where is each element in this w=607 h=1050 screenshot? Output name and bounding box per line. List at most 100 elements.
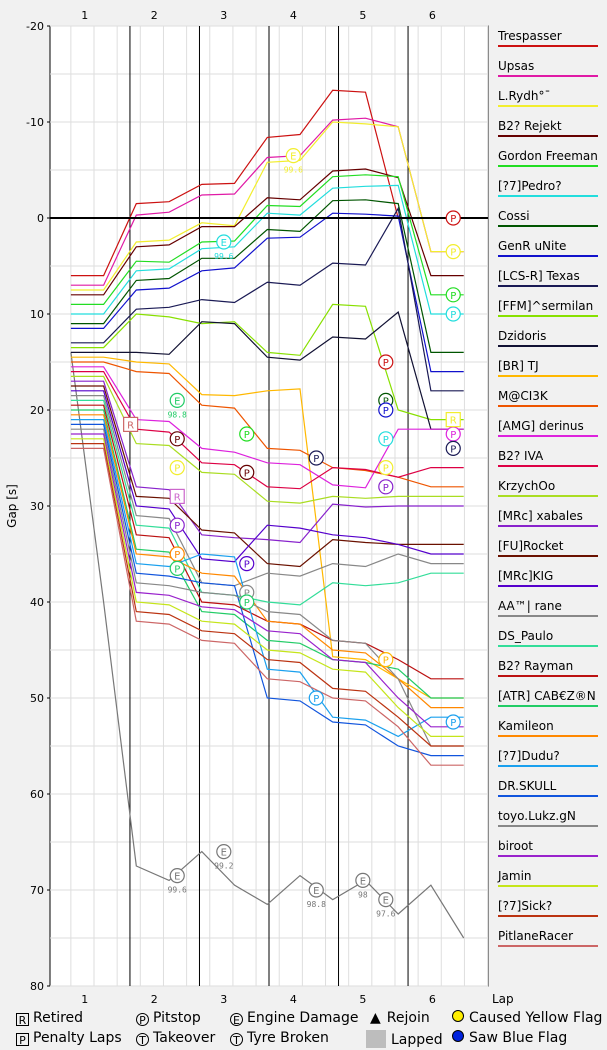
- series-line: [70, 199, 464, 353]
- driver-legend-item: [FFM]^sermilan: [498, 296, 598, 326]
- y-tick-label: 70: [30, 884, 44, 897]
- driver-name: toyo.Lukz.gN: [498, 809, 576, 823]
- marker-label: 97.6: [376, 910, 395, 919]
- pitstop-marker: [378, 431, 394, 447]
- driver-legend-item: Jamin: [498, 866, 598, 896]
- series-line: [70, 206, 464, 392]
- driver-color-swatch: [498, 555, 598, 557]
- marker-letter: R: [127, 420, 134, 431]
- marker-letter: E: [221, 238, 227, 249]
- driver-legend-item: DS_Paulo: [498, 626, 598, 656]
- marker-letter: P: [313, 454, 319, 465]
- driver-color-swatch: [498, 795, 598, 797]
- series-line: [70, 428, 464, 747]
- legend-takeover: T Takeover: [136, 1030, 215, 1047]
- pitstop-marker: [445, 287, 461, 303]
- legend-tyre-broken: T Tyre Broken: [230, 1030, 329, 1047]
- pitstop-marker: [308, 450, 324, 466]
- engine-damage-marker: [216, 843, 232, 860]
- marker-letter: P: [383, 406, 389, 417]
- x-tick-label: 1: [81, 993, 88, 1006]
- pitstop-marker: [169, 431, 185, 447]
- engine-damage-marker: [169, 392, 185, 408]
- x-tick-label-top: 1: [81, 9, 88, 22]
- driver-color-swatch: [498, 255, 598, 257]
- driver-legend-item: [BR] TJ: [498, 356, 598, 386]
- driver-color-swatch: [498, 825, 598, 827]
- series-line: [70, 212, 464, 373]
- driver-legend-item: B2? Rayman: [498, 656, 598, 686]
- series-line: [70, 390, 464, 563]
- marker-label: 99.6: [214, 252, 233, 261]
- marker-letter: P: [174, 550, 180, 561]
- driver-legend-item: GenR uNite: [498, 236, 598, 266]
- x-axis-label: Lap: [492, 992, 514, 1006]
- legend-retired: R Retired: [16, 1010, 83, 1027]
- driver-legend-item: [MRc]KIG: [498, 566, 598, 596]
- driver-legend-item: Cossi: [498, 206, 598, 236]
- driver-color-swatch: [498, 945, 598, 947]
- driver-name: GenR uNite: [498, 239, 567, 253]
- driver-name: M@CI3K: [498, 389, 548, 403]
- driver-legend-item: [AMG] derinus: [498, 416, 598, 446]
- driver-legend-item: DR.SKULL: [498, 776, 598, 806]
- driver-color-swatch: [498, 855, 598, 857]
- driver-name: [?7]Dudu?: [498, 749, 560, 763]
- x-tick-label: 5: [359, 993, 366, 1006]
- pitstop-icon: P: [136, 1013, 149, 1027]
- driver-color-swatch: [498, 105, 598, 107]
- marker-letter: P: [244, 430, 250, 441]
- driver-name: Upsas: [498, 59, 535, 73]
- marker-letter: P: [174, 564, 180, 575]
- x-tick-label-top: 5: [359, 9, 366, 22]
- retired-marker: [169, 488, 185, 504]
- marker-letter: P: [383, 483, 389, 494]
- driver-color-swatch: [498, 195, 598, 197]
- driver-legend-item: [?7]Sick?: [498, 896, 598, 926]
- yellow-flag-icon: [452, 1010, 464, 1022]
- pitstop-marker: [445, 714, 461, 730]
- series-line: [70, 438, 464, 738]
- engine-damage-marker: [285, 148, 301, 164]
- y-tick-label: -10: [26, 116, 44, 129]
- series-line: [70, 409, 464, 699]
- marker-label: 98.8: [168, 410, 187, 419]
- marker-letter: E: [221, 848, 227, 859]
- driver-color-swatch: [498, 375, 598, 377]
- driver-legend-item: Upsas: [498, 56, 598, 86]
- y-tick-label: 60: [30, 788, 44, 801]
- driver-legend-item: [FU]Rocket: [498, 536, 598, 566]
- driver-name: Trespasser: [498, 29, 562, 43]
- lapped-series-line: [70, 352, 465, 939]
- driver-color-swatch: [498, 315, 598, 317]
- driver-legend-item: AA™| rane: [498, 596, 598, 626]
- driver-legend-item: Gordon Freeman: [498, 146, 598, 176]
- driver-legend-item: Kamileon: [498, 716, 598, 746]
- driver-color-swatch: [498, 345, 598, 347]
- pitstop-marker: [445, 244, 461, 260]
- pitstop-marker: [239, 555, 255, 572]
- marker-letter: E: [313, 886, 319, 897]
- driver-name: KrzychOo: [498, 479, 556, 493]
- driver-name: [?7]Sick?: [498, 899, 553, 913]
- driver-color-swatch: [498, 585, 598, 587]
- engine-damage-marker: [216, 234, 232, 250]
- y-axis-label: Gap [s]: [5, 484, 19, 528]
- series-line: [70, 433, 464, 728]
- series-line: [70, 311, 464, 430]
- engine-damage-marker: [169, 867, 185, 884]
- driver-color-swatch: [498, 765, 598, 767]
- driver-legend-item: B2? Rejekt: [498, 116, 598, 146]
- driver-legend-item: [?7]Dudu?: [498, 746, 598, 776]
- marker-letter: E: [383, 896, 389, 907]
- y-tick-label: 50: [30, 692, 44, 705]
- y-tick-label: 80: [30, 980, 44, 993]
- legend-rejoin: ▲ Rejoin: [370, 1010, 430, 1026]
- driver-legend-item: [ATR] CAB€Z®N: [498, 686, 598, 716]
- driver-name: Cossi: [498, 209, 530, 223]
- series-line: [70, 447, 464, 766]
- driver-color-swatch: [498, 135, 598, 137]
- marker-letter: R: [174, 492, 181, 503]
- driver-name: Kamileon: [498, 719, 554, 733]
- pitstop-marker: [445, 440, 461, 456]
